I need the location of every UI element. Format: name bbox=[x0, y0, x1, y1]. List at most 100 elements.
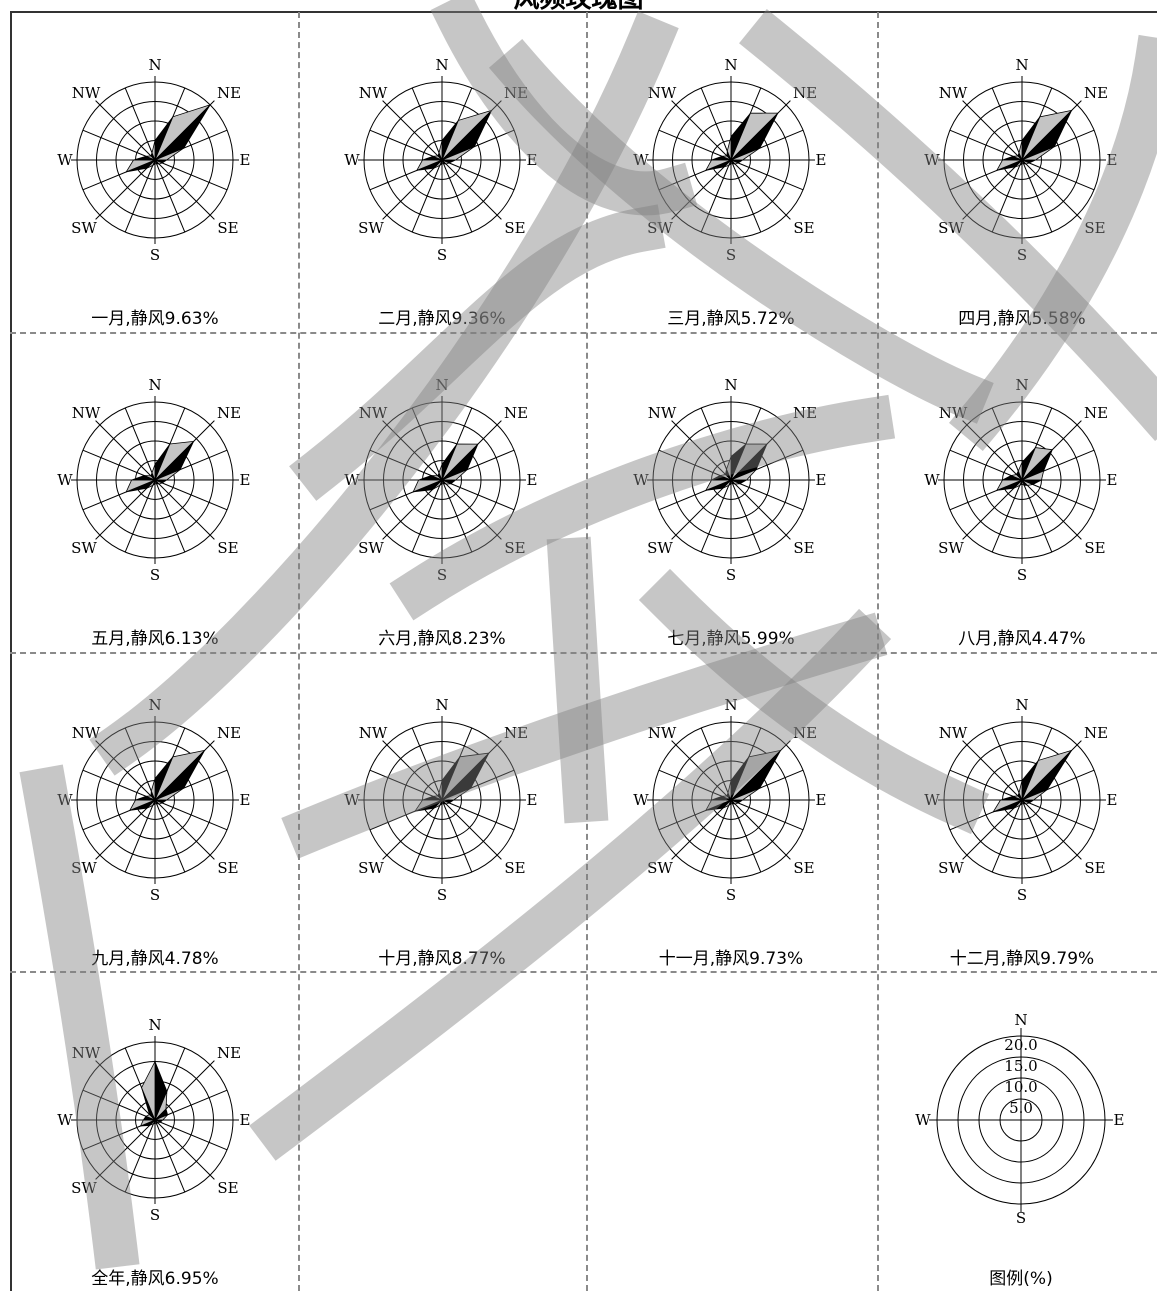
legend-direction-e: E bbox=[1114, 1111, 1125, 1129]
rose-spoke bbox=[154, 479, 228, 511]
rose-spoke bbox=[154, 799, 186, 873]
rose-spoke bbox=[154, 159, 186, 233]
direction-label-e: E bbox=[816, 471, 827, 489]
rose-spoke bbox=[700, 407, 732, 481]
direction-label-s: S bbox=[150, 886, 160, 904]
direction-label-s: S bbox=[150, 246, 160, 264]
direction-label-sw: SW bbox=[71, 539, 97, 557]
rose-spoke bbox=[154, 799, 228, 831]
direction-label-ne: NE bbox=[504, 724, 528, 742]
grid-divider-horizontal bbox=[10, 652, 1157, 654]
wind-rose-chart: N NE E SE S SW W NW 四月,静风5.58% bbox=[878, 12, 1157, 332]
wind-rose-chart: N NE E SE S SW W NW 三月,静风5.72% bbox=[587, 12, 875, 332]
direction-label-sw: SW bbox=[938, 539, 964, 557]
rose-spoke bbox=[382, 159, 443, 220]
watermark-stroke bbox=[249, 608, 892, 1161]
rose-spoke bbox=[991, 799, 1023, 873]
watermark-stroke bbox=[430, 0, 698, 216]
direction-label-n: N bbox=[148, 696, 161, 714]
wind-rose-chart: N NE E SE S SW W NW 十二月,静风9.79% bbox=[878, 652, 1157, 972]
rose-spoke bbox=[441, 479, 502, 540]
direction-label-ne: NE bbox=[217, 84, 241, 102]
rose-petals bbox=[139, 1061, 169, 1127]
rose-spoke bbox=[124, 159, 156, 233]
rose-spoke bbox=[382, 740, 443, 801]
rose-spoke bbox=[730, 159, 762, 233]
direction-label-e: E bbox=[240, 791, 251, 809]
direction-label-se: SE bbox=[793, 539, 814, 557]
rose-spoke bbox=[962, 799, 1023, 860]
rose-spoke bbox=[671, 159, 732, 220]
direction-label-nw: NW bbox=[72, 1044, 101, 1062]
rose-spoke bbox=[441, 799, 515, 831]
chart-caption: 十月,静风8.77% bbox=[378, 949, 506, 969]
wind-rose-chart: N NE E SE S SW W NW 全年,静风6.95% bbox=[11, 972, 299, 1292]
rose-spoke bbox=[730, 479, 762, 553]
legend-panel: 5.0 10.0 15.0 20.0 N E S W 图例(%) bbox=[877, 972, 1157, 1292]
rose-spoke bbox=[671, 740, 732, 801]
direction-label-w: W bbox=[57, 791, 73, 809]
direction-label-e: E bbox=[240, 471, 251, 489]
rose-spoke bbox=[441, 799, 473, 873]
watermark-stroke bbox=[281, 612, 888, 859]
rose-spoke bbox=[671, 100, 732, 161]
direction-label-e: E bbox=[1107, 151, 1118, 169]
direction-label-se: SE bbox=[793, 859, 814, 877]
rose-spoke bbox=[154, 1119, 186, 1193]
direction-label-nw: NW bbox=[359, 724, 388, 742]
rose-spoke bbox=[382, 100, 443, 161]
rose-spoke bbox=[441, 799, 502, 860]
direction-label-s: S bbox=[150, 566, 160, 584]
rose-spoke bbox=[95, 799, 156, 860]
rose-petal bbox=[151, 140, 156, 161]
direction-label-nw: NW bbox=[72, 84, 101, 102]
chart-caption: 五月,静风6.13% bbox=[91, 629, 219, 649]
direction-label-se: SE bbox=[217, 539, 238, 557]
rose-spoke bbox=[1021, 799, 1095, 831]
direction-label-s: S bbox=[437, 886, 447, 904]
rose-petals bbox=[413, 752, 491, 813]
direction-label-se: SE bbox=[217, 859, 238, 877]
wind-rose-chart: N NE E SE S SW W NW 六月,静风8.23% bbox=[298, 332, 586, 652]
legend-ring-label: 10.0 bbox=[1004, 1078, 1037, 1096]
rose-petal bbox=[1018, 140, 1023, 161]
rose-spoke bbox=[730, 479, 791, 540]
direction-label-e: E bbox=[240, 151, 251, 169]
direction-label-e: E bbox=[527, 791, 538, 809]
wind-rose-chart: N NE E SE S SW W NW 一月,静风9.63% bbox=[11, 12, 299, 332]
rose-spoke bbox=[411, 407, 443, 481]
rose-spoke bbox=[991, 479, 1023, 553]
watermark-stroke bbox=[89, 11, 679, 776]
rose-spoke bbox=[124, 799, 156, 873]
rose-spoke bbox=[1021, 479, 1053, 553]
legend-direction-n: N bbox=[1014, 1011, 1027, 1029]
direction-label-n: N bbox=[435, 56, 448, 74]
direction-label-e: E bbox=[527, 471, 538, 489]
rose-petal bbox=[727, 780, 732, 801]
direction-label-e: E bbox=[240, 1111, 251, 1129]
rose-spoke bbox=[1021, 479, 1082, 540]
rose-spoke bbox=[124, 1119, 156, 1193]
legend-ring-label: 15.0 bbox=[1004, 1057, 1037, 1075]
rose-spoke bbox=[658, 449, 732, 481]
rose-spoke bbox=[1021, 159, 1082, 220]
rose-petals bbox=[412, 443, 479, 493]
direction-label-nw: NW bbox=[648, 724, 677, 742]
direction-label-nw: NW bbox=[72, 724, 101, 742]
rose-spoke bbox=[700, 727, 732, 801]
direction-label-w: W bbox=[633, 471, 649, 489]
direction-label-nw: NW bbox=[648, 404, 677, 422]
wind-rose-svg: N NE E SE S SW W NW bbox=[344, 376, 538, 584]
chart-caption: 七月,静风5.99% bbox=[667, 629, 795, 649]
rose-petals bbox=[125, 440, 195, 493]
rose-petal bbox=[726, 456, 732, 481]
rose-spoke bbox=[991, 407, 1023, 481]
direction-label-sw: SW bbox=[358, 219, 384, 237]
direction-label-nw: NW bbox=[648, 84, 677, 102]
direction-label-sw: SW bbox=[938, 859, 964, 877]
rose-spoke bbox=[700, 159, 732, 233]
direction-label-ne: NE bbox=[793, 84, 817, 102]
rose-spoke bbox=[411, 479, 443, 553]
rose-spoke bbox=[411, 799, 443, 873]
